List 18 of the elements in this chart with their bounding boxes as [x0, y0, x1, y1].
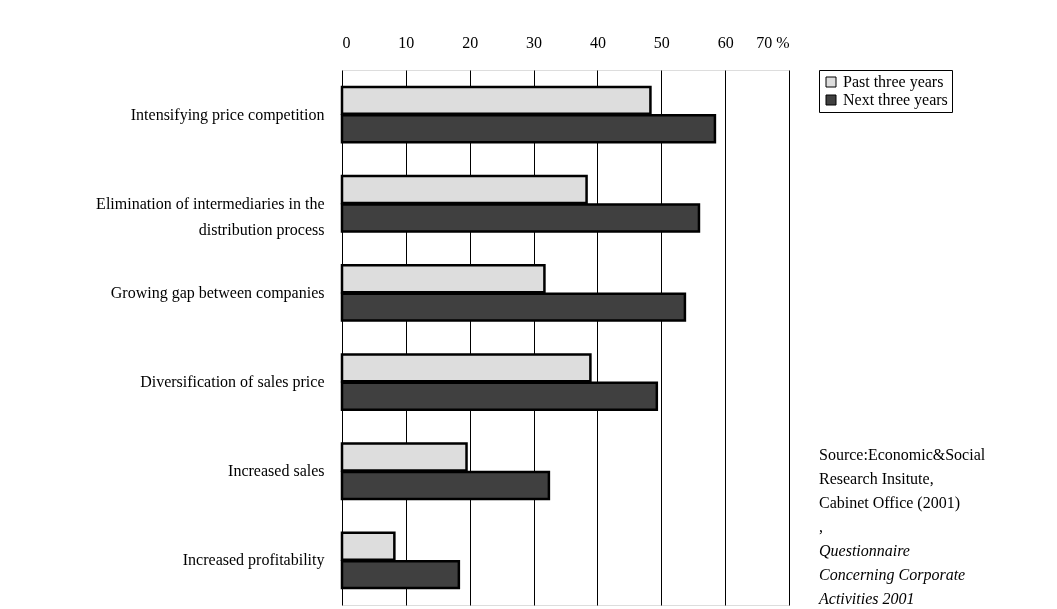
text: Questionnaire Concerning Corporate Activities 2001 — [818, 542, 966, 607]
legend-label: Next three years — [843, 91, 948, 109]
y-tick-label: Diversification of sales price — [140, 373, 325, 392]
y-tick-label: Intensifying price competition — [130, 105, 325, 124]
legend-label: Past three years — [843, 73, 944, 91]
y-tick-label: Increased profitability — [182, 551, 325, 570]
x-tick-label: 20 — [462, 33, 479, 51]
source-note: Source:Economic&Social Research Insitute, Cabinet Office (2001) , — [819, 446, 986, 535]
x-tick-label: 70 % — [756, 33, 790, 51]
y-tick-label: Increased sales — [228, 462, 325, 480]
x-tick-label: 10 — [398, 33, 415, 51]
x-tick-label: 40 — [589, 33, 606, 51]
y-tick-label: Growing gap between companies — [110, 283, 325, 302]
x-tick-label: 30 — [526, 33, 543, 51]
x-tick-label: 50 — [653, 33, 670, 51]
x-tick-label: 0 — [342, 33, 351, 51]
x-tick-label: 60 — [717, 33, 734, 51]
y-tick-label: Elimination of intermediaries in the distribution process — [96, 194, 325, 239]
